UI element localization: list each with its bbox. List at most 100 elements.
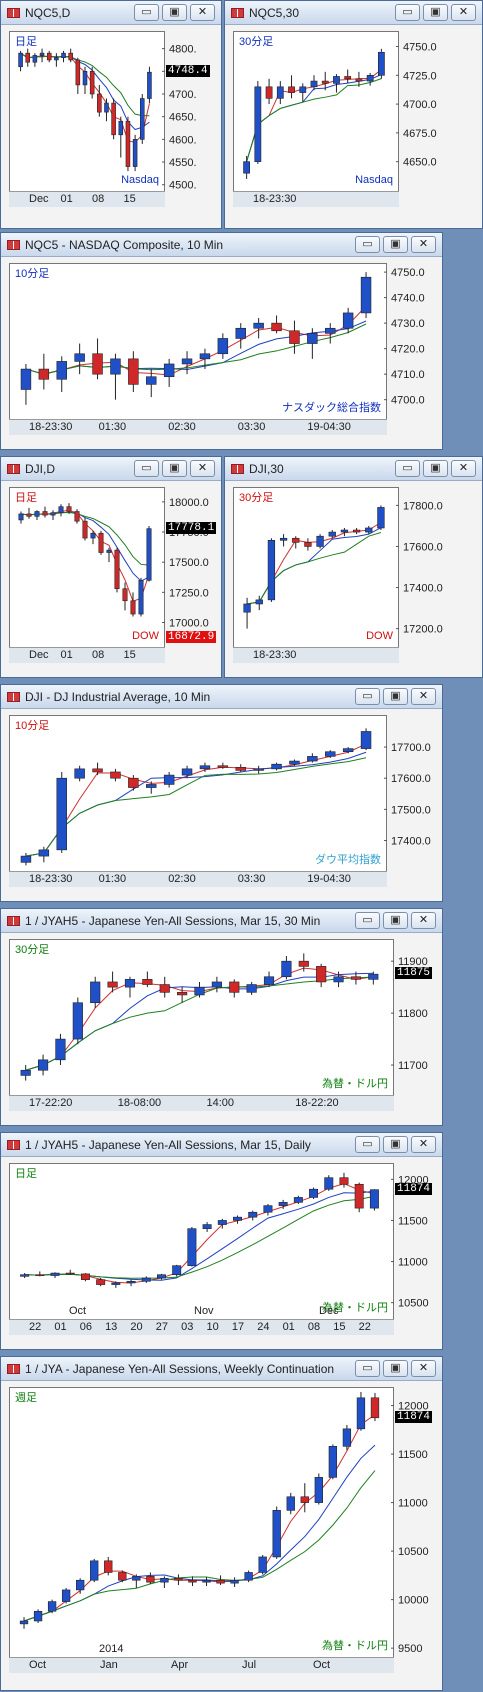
candle-10 — [160, 1577, 169, 1583]
maximize-icon[interactable]: ▣ — [423, 4, 448, 21]
moving-average-line-2 — [23, 1470, 376, 1622]
chart-window-p5[interactable]: DJI,30 ▭ ▣ ✕ 17800.0 17600.0 17400.0 17200.0 30分… — [224, 456, 483, 678]
close-icon[interactable]: ✕ — [411, 236, 436, 253]
minimize-icon[interactable]: ▭ — [395, 460, 420, 477]
candle-10 — [98, 532, 104, 553]
close-icon[interactable]: ✕ — [411, 688, 436, 705]
x-tick-label: Dec — [29, 649, 49, 661]
last-price-tag: 16872.9 — [166, 630, 217, 643]
close-icon[interactable]: ✕ — [411, 1136, 436, 1153]
close-icon[interactable]: ✕ — [451, 4, 476, 21]
candle-9 — [177, 992, 188, 996]
candle-18 — [342, 312, 354, 329]
chart-window-p7[interactable]: 1 / JYAH5 - Japanese Yen-All Sessions, M… — [0, 908, 443, 1126]
candle-6 — [128, 777, 139, 788]
x-tick-label: 19-04:30 — [307, 421, 351, 433]
plot-area[interactable] — [233, 487, 399, 663]
minimize-icon[interactable]: ▭ — [355, 236, 380, 253]
y-tick-label: 17250.0 — [169, 587, 209, 599]
maximize-icon[interactable]: ▣ — [383, 1360, 408, 1377]
title-bar[interactable]: 1 / JYAH5 - Japanese Yen-All Sessions, M… — [1, 1133, 442, 1157]
chart-window-p4[interactable]: DJI,D▭▣✕ 18000.017750.017500.017250.01700… — [0, 456, 222, 678]
y-tick-label: 17800.0 — [403, 500, 443, 512]
moving-average-line-2 — [24, 1195, 375, 1279]
close-icon[interactable]: ✕ — [190, 460, 215, 477]
y-tick-label: 17200.0 — [403, 624, 443, 636]
minimize-icon[interactable]: ▭ — [355, 1360, 380, 1377]
candle-23 — [369, 1189, 379, 1209]
candle-10 — [89, 70, 95, 95]
plot-area[interactable] — [9, 715, 387, 887]
title-bar[interactable]: NQC5,D ▭ ▣ ✕ — [1, 1, 221, 25]
candle-2 — [32, 55, 38, 63]
title-bar[interactable]: NQC5,30 ▭ ▣ ✕ — [225, 1, 482, 25]
chart-window-p6[interactable]: DJI - DJ Industrial Average, 10 Min ▭ ▣ ✕ 17… — [0, 684, 443, 902]
window-controls: ▭ ▣ ✕ — [355, 912, 436, 929]
title-bar[interactable]: 1 / JYA - Japanese Yen-All Sessions, Wee… — [1, 1357, 442, 1381]
candle-6 — [104, 1560, 113, 1573]
minimize-icon[interactable]: ▭ — [134, 4, 159, 21]
plot-area[interactable] — [9, 263, 387, 435]
x-tick-label: 03:30 — [237, 873, 266, 885]
plot-area[interactable] — [9, 1387, 394, 1673]
minimize-icon[interactable]: ▭ — [395, 4, 420, 21]
window-controls: ▭ ▣ ✕ — [355, 1136, 436, 1153]
candle-16 — [146, 528, 152, 581]
x-tick-label: 17-22:20 — [29, 1097, 73, 1109]
title-bar[interactable]: DJI - DJ Industrial Average, 10 Min ▭ ▣ ✕ — [1, 685, 442, 709]
close-icon[interactable]: ✕ — [411, 1360, 436, 1377]
candle-4 — [92, 768, 103, 773]
minimize-icon[interactable]: ▭ — [355, 688, 380, 705]
candle-1 — [255, 599, 263, 605]
candle-19 — [350, 976, 362, 980]
candle-6 — [310, 80, 318, 88]
time-axis: 18-23:30 — [233, 647, 399, 663]
candle-15 — [230, 1579, 239, 1584]
chart-window-p1[interactable]: NQC5,D▭▣✕4800.4750.4700.4650.4600.4550.4… — [0, 0, 222, 229]
chart-window-p9[interactable]: 1 / JYA - Japanese Yen-All Sessions, Wee… — [0, 1356, 443, 1691]
y-tick-label: 10000 — [398, 1595, 429, 1607]
maximize-icon[interactable]: ▣ — [383, 912, 408, 929]
y-tick-label: 4725.0 — [403, 70, 437, 82]
title-bar[interactable]: 1 / JYAH5 - Japanese Yen-All Sessions, M… — [1, 909, 442, 933]
x-tick-label: 18-22:20 — [295, 1097, 339, 1109]
candle-9 — [352, 529, 361, 533]
maximize-icon[interactable]: ▣ — [383, 236, 408, 253]
y-tick-label: 11900 — [398, 956, 428, 968]
maximize-icon[interactable]: ▣ — [383, 688, 408, 705]
candle-22 — [354, 1183, 364, 1209]
candle-17 — [278, 1202, 288, 1206]
candle-7 — [68, 52, 73, 61]
time-axis: Oct Jan Apr Jul Oct — [9, 1657, 394, 1673]
chart-window-p2[interactable]: NQC5,30 ▭ ▣ ✕ 4750.0 4725.0 4700.0 4675.0 4650.0… — [224, 0, 483, 229]
candle-4 — [90, 981, 101, 1004]
month-label: Dec — [319, 1305, 339, 1317]
maximize-icon[interactable]: ▣ — [162, 460, 187, 477]
month-label: Nov — [194, 1305, 214, 1317]
maximize-icon[interactable]: ▣ — [162, 4, 187, 21]
minimize-icon[interactable]: ▭ — [134, 460, 159, 477]
close-icon[interactable]: ✕ — [411, 912, 436, 929]
y-tick-label: 4650. — [169, 112, 197, 124]
maximize-icon[interactable]: ▣ — [383, 1136, 408, 1153]
title-bar[interactable]: DJI,30 ▭ ▣ ✕ — [225, 457, 482, 481]
close-icon[interactable]: ✕ — [190, 4, 215, 21]
cqg-app-icon — [7, 239, 20, 250]
close-icon[interactable]: ✕ — [451, 460, 476, 477]
candle-12 — [235, 327, 246, 339]
y-tick-label: 4700.0 — [391, 395, 425, 407]
candle-6 — [66, 506, 72, 512]
maximize-icon[interactable]: ▣ — [423, 460, 448, 477]
plot-area[interactable] — [9, 1163, 394, 1335]
minimize-icon[interactable]: ▭ — [355, 1136, 380, 1153]
chart-window-p8[interactable]: 1 / JYAH5 - Japanese Yen-All Sessions, M… — [0, 1132, 443, 1350]
title-bar[interactable]: NQC5 - NASDAQ Composite, 10 Min ▭ ▣ ✕ — [1, 233, 442, 257]
x-tick-label: 01 — [60, 649, 73, 661]
title-bar[interactable]: DJI,D ▭ ▣ ✕ — [1, 457, 221, 481]
timeframe-label: 30分足 — [15, 943, 49, 956]
minimize-icon[interactable]: ▭ — [355, 912, 380, 929]
candle-3 — [279, 537, 288, 541]
chart-window-p3[interactable]: NQC5 - NASDAQ Composite, 10 Min ▭ ▣ ✕ 4750.0… — [0, 232, 443, 450]
candle-8 — [141, 1277, 151, 1282]
